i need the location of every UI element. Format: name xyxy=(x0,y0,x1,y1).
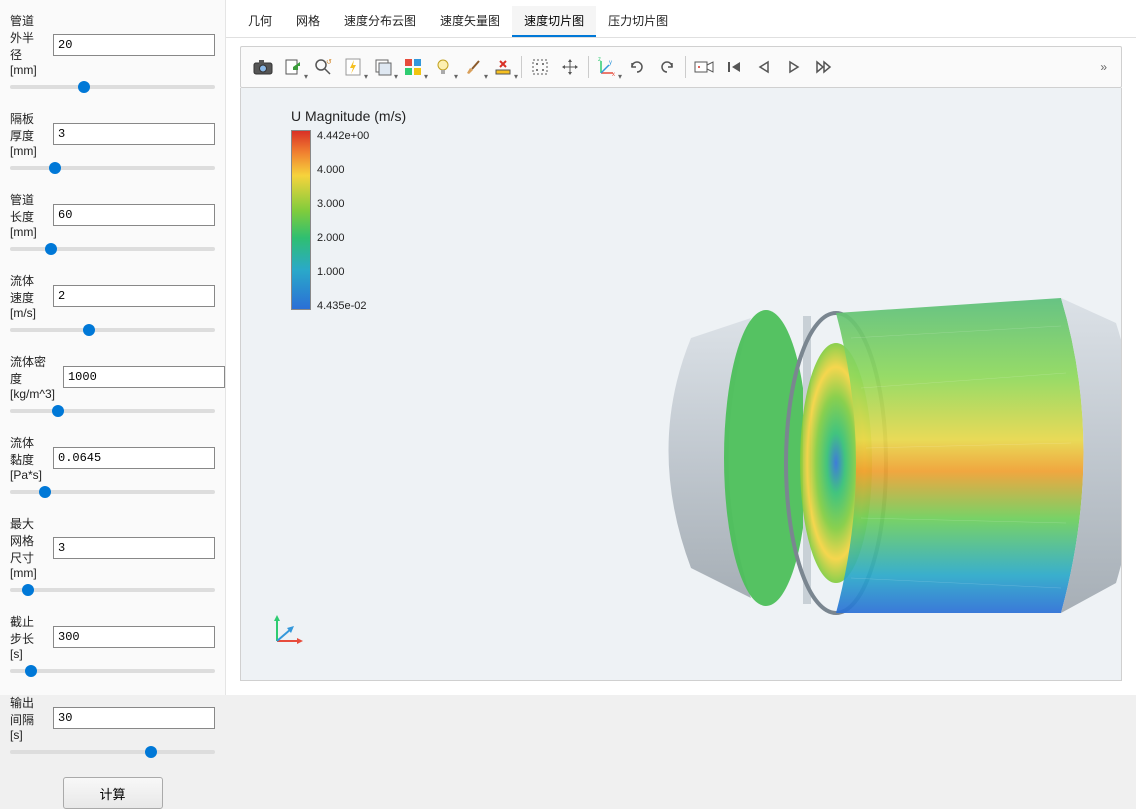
legend-tick: 3.000 xyxy=(317,198,369,210)
render-viewport[interactable]: U Magnitude (m/s) 4.442e+00 4.000 3.000 2.0… xyxy=(240,88,1122,681)
legend-tick: 4.000 xyxy=(317,164,369,176)
play-icon[interactable] xyxy=(780,53,808,81)
tab-0[interactable]: 几何 xyxy=(236,6,284,37)
tab-3[interactable]: 速度矢量图 xyxy=(428,6,512,37)
tab-2[interactable]: 速度分布云图 xyxy=(332,6,428,37)
rotate-cw-icon[interactable] xyxy=(653,53,681,81)
tab-4[interactable]: 速度切片图 xyxy=(512,6,596,37)
tab-5[interactable]: 压力切片图 xyxy=(596,6,680,37)
viewport-toolbar: ▾ ↺ ▾ ▾ ▾ ▾ ▾ xyxy=(240,46,1122,88)
brush-icon[interactable]: ▾ xyxy=(459,53,487,81)
param-slider-8[interactable] xyxy=(10,750,215,754)
param-input-0[interactable] xyxy=(53,34,215,56)
param-slider-2[interactable] xyxy=(10,247,215,251)
color-blocks-icon[interactable]: ▾ xyxy=(399,53,427,81)
param-slider-1[interactable] xyxy=(10,166,215,170)
param-label: 流体速度[m/s] xyxy=(10,272,45,320)
param-slider-0[interactable] xyxy=(10,85,215,89)
layers-icon[interactable]: ▾ xyxy=(369,53,397,81)
param-input-1[interactable] xyxy=(53,123,215,145)
legend-tick: 1.000 xyxy=(317,266,369,278)
main-panel: 几何网格速度分布云图速度矢量图速度切片图压力切片图 ▾ ↺ ▾ ▾ xyxy=(226,0,1136,695)
lightning-icon[interactable]: ▾ xyxy=(339,53,367,81)
param-slider-6[interactable] xyxy=(10,588,215,592)
axes-xyz-icon[interactable]: zxy ▾ xyxy=(593,53,621,81)
legend-tick: 4.442e+00 xyxy=(317,130,369,142)
zoom-reset-icon[interactable]: ↺ xyxy=(309,53,337,81)
rotate-ccw-icon[interactable] xyxy=(623,53,651,81)
param-input-6[interactable] xyxy=(53,537,215,559)
param-slider-4[interactable] xyxy=(10,409,215,413)
video-camera-icon[interactable] xyxy=(690,53,718,81)
param-label: 隔板厚度[mm] xyxy=(10,110,45,158)
fast-forward-icon[interactable] xyxy=(810,53,838,81)
tab-bar: 几何网格速度分布云图速度矢量图速度切片图压力切片图 xyxy=(226,0,1136,38)
legend-ticks: 4.442e+00 4.000 3.000 2.000 1.000 4.435e-02 xyxy=(317,130,369,312)
param-input-5[interactable] xyxy=(53,447,215,469)
svg-text:y: y xyxy=(609,60,612,66)
param-label: 输出间隔[s] xyxy=(10,694,45,742)
param-label: 管道外半径[mm] xyxy=(10,12,45,77)
param-input-3[interactable] xyxy=(53,285,215,307)
legend-gradient xyxy=(291,130,311,310)
svg-text:z: z xyxy=(598,57,601,63)
legend-title: U Magnitude (m/s) xyxy=(291,108,406,124)
tab-1[interactable]: 网格 xyxy=(284,6,332,37)
rendered-model xyxy=(661,278,1122,621)
param-slider-3[interactable] xyxy=(10,328,215,332)
skip-start-icon[interactable] xyxy=(720,53,748,81)
legend-tick: 2.000 xyxy=(317,232,369,244)
param-label: 流体密度[kg/m^3] xyxy=(10,353,55,401)
axis-triad-icon xyxy=(269,609,309,652)
toolbar-overflow[interactable]: » xyxy=(1094,60,1113,74)
param-input-7[interactable] xyxy=(53,626,215,648)
param-label: 截止步长[s] xyxy=(10,613,45,661)
play-reverse-icon[interactable] xyxy=(750,53,778,81)
param-label: 最大网格尺寸[mm] xyxy=(10,515,45,580)
parameter-sidebar: 管道外半径[mm] 隔板厚度[mm] 管道长度[mm] 流体速度[m/s] 流体… xyxy=(0,0,226,695)
color-legend: U Magnitude (m/s) 4.442e+00 4.000 3.000 2.0… xyxy=(291,108,406,312)
param-input-4[interactable] xyxy=(63,366,225,388)
param-label: 管道长度[mm] xyxy=(10,191,45,239)
calculate-button[interactable]: 计算 xyxy=(63,777,163,809)
param-input-8[interactable] xyxy=(53,707,215,729)
param-slider-5[interactable] xyxy=(10,490,215,494)
legend-tick: 4.435e-02 xyxy=(317,300,369,312)
delete-ruler-icon[interactable]: ▾ xyxy=(489,53,517,81)
lightbulb-icon[interactable]: ▾ xyxy=(429,53,457,81)
param-slider-7[interactable] xyxy=(10,669,215,673)
camera-icon[interactable] xyxy=(249,53,277,81)
select-box-icon[interactable] xyxy=(526,53,554,81)
svg-text:↺: ↺ xyxy=(326,59,332,66)
param-input-2[interactable] xyxy=(53,204,215,226)
param-label: 流体黏度[Pa*s] xyxy=(10,434,45,482)
move-icon[interactable] xyxy=(556,53,584,81)
app-root: 管道外半径[mm] 隔板厚度[mm] 管道长度[mm] 流体速度[m/s] 流体… xyxy=(0,0,1136,695)
svg-text:x: x xyxy=(612,72,615,77)
export-icon[interactable]: ▾ xyxy=(279,53,307,81)
